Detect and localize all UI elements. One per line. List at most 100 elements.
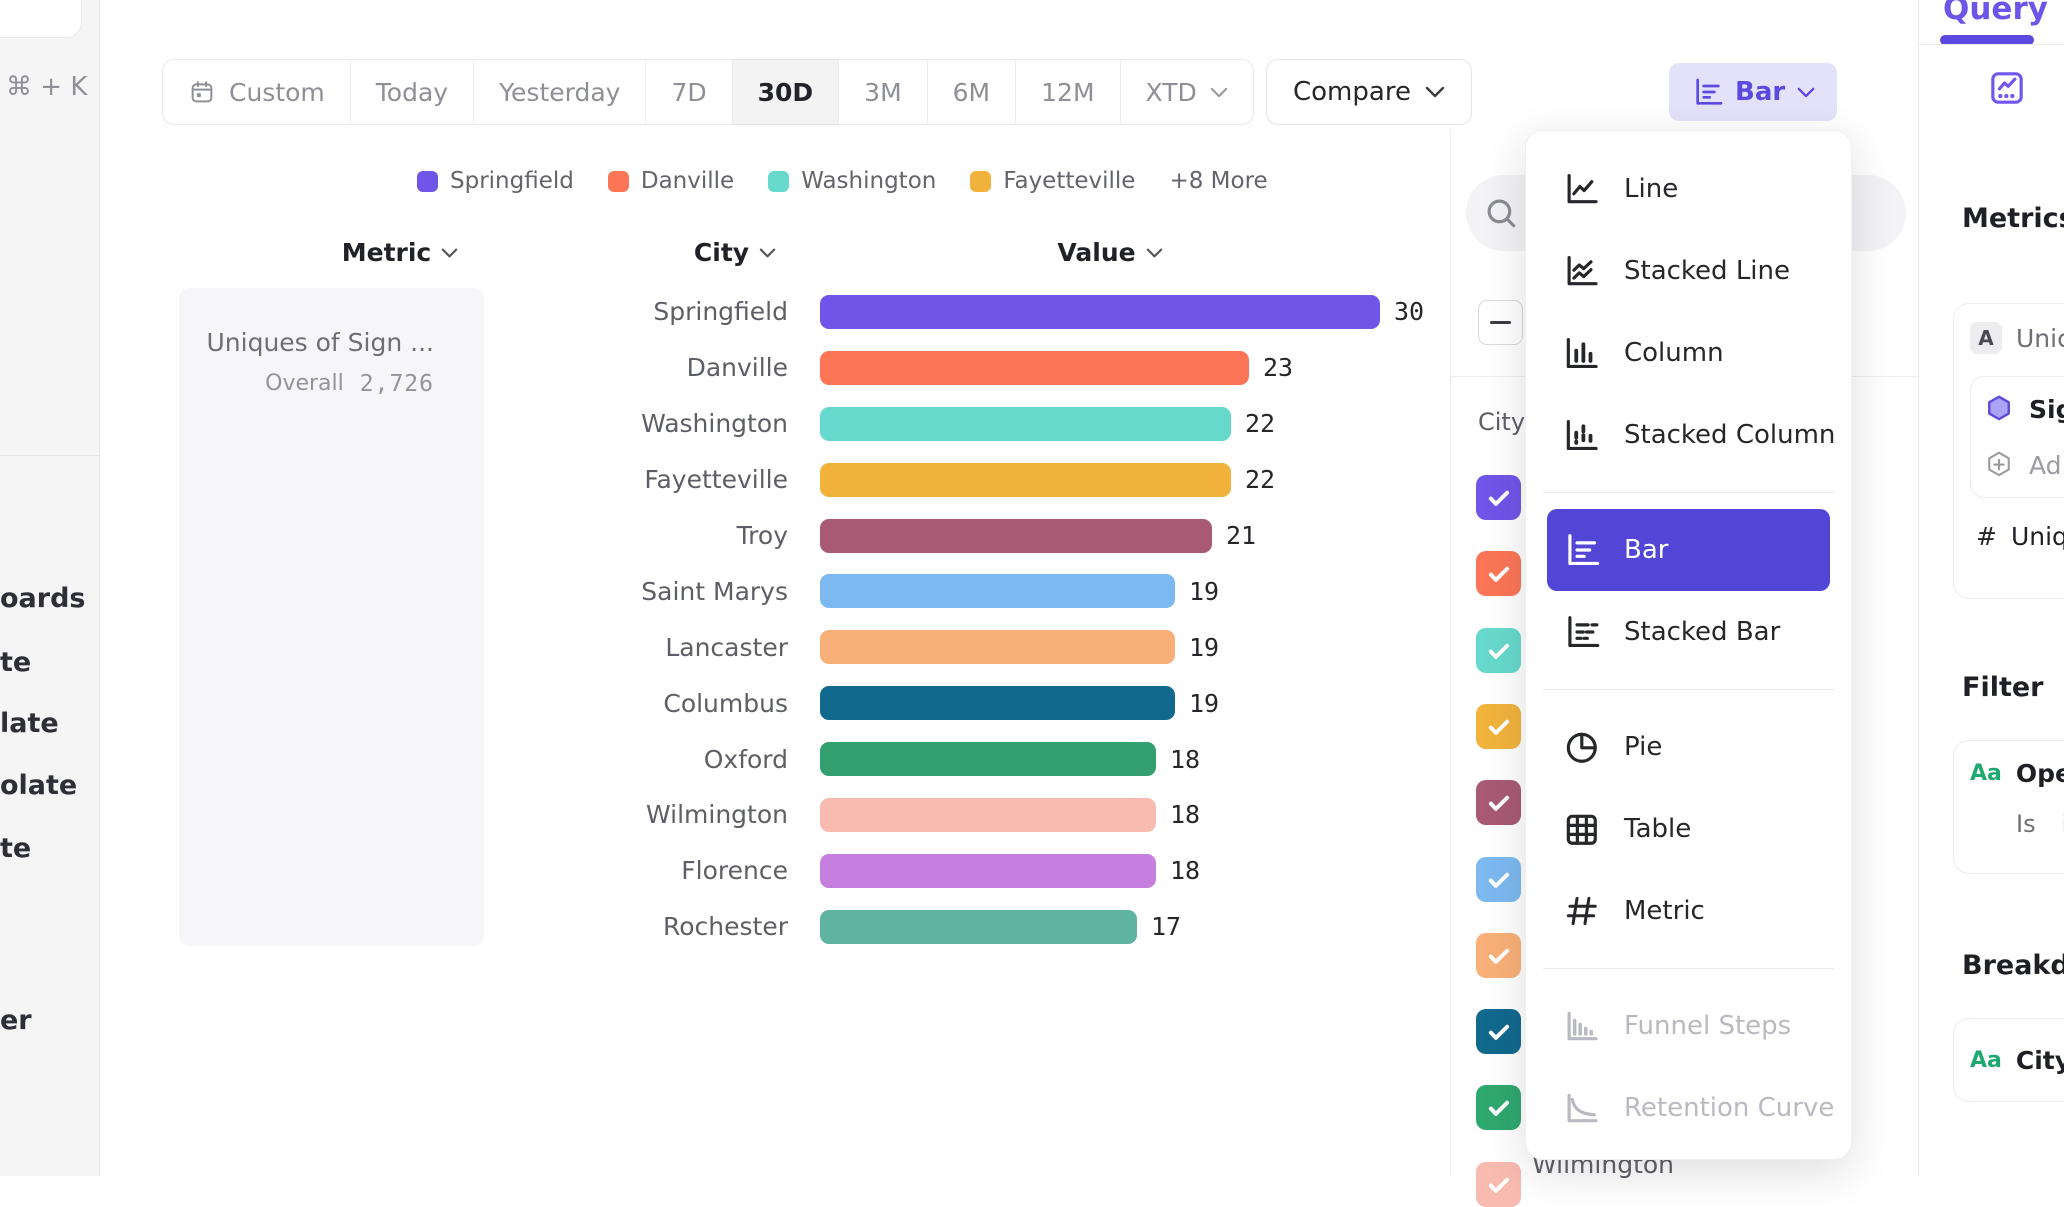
menu-item-label: Bar: [1624, 535, 1669, 565]
chart-type-button[interactable]: Bar: [1669, 63, 1838, 121]
bar-segment[interactable]: [820, 518, 1212, 553]
city-checkbox[interactable]: [1476, 1009, 1521, 1054]
bar-value: 19: [1189, 576, 1220, 606]
menu-item-line[interactable]: Line: [1547, 148, 1830, 230]
bar-segment[interactable]: [820, 630, 1175, 665]
bar-category-label: Columbus: [663, 688, 788, 718]
city-checkbox[interactable]: [1476, 1162, 1521, 1207]
bar-value: 18: [1170, 744, 1201, 774]
legend-label: Fayetteville: [1003, 168, 1136, 194]
menu-item-label: Table: [1624, 814, 1692, 844]
menu-item-bar[interactable]: Bar: [1547, 509, 1830, 591]
legend-item[interactable]: Springfield: [417, 168, 574, 194]
column-header-city[interactable]: City: [660, 238, 810, 267]
bar-category-label: Wilmington: [645, 800, 788, 830]
check-icon: [1484, 1093, 1514, 1123]
filter-operator[interactable]: Is: [2016, 810, 2036, 838]
city-checkbox[interactable]: [1476, 628, 1521, 673]
city-checkbox[interactable]: [1476, 933, 1521, 978]
date-range-label: Custom: [229, 77, 325, 107]
chart-preview-icon[interactable]: [1987, 68, 2027, 108]
date-range-6m[interactable]: 6M: [928, 60, 1017, 124]
sidebar-item-truncated[interactable]: late: [0, 708, 59, 739]
breakdown-card[interactable]: Aa City: [1953, 1018, 2064, 1102]
bar-segment[interactable]: [820, 909, 1137, 944]
check-icon: [1484, 865, 1514, 895]
legend-item[interactable]: Fayetteville: [970, 168, 1135, 194]
menu-divider: [1543, 689, 1834, 690]
city-checkbox[interactable]: [1476, 1085, 1521, 1130]
bar-segment[interactable]: [820, 574, 1175, 609]
bar-segment[interactable]: [820, 294, 1380, 329]
measure-label[interactable]: Uniqu: [2010, 522, 2064, 551]
menu-item-stacked-line[interactable]: Stacked Line: [1547, 230, 1830, 312]
menu-item-stacked-bar[interactable]: Stacked Bar: [1547, 591, 1830, 673]
date-range-today[interactable]: Today: [351, 60, 475, 124]
date-range-xtd[interactable]: XTD: [1121, 60, 1253, 124]
city-checkbox[interactable]: [1476, 551, 1521, 596]
legend-item[interactable]: Washington: [768, 168, 936, 194]
menu-item-column[interactable]: Column: [1547, 312, 1830, 394]
sidebar-item-truncated[interactable]: er: [0, 1005, 32, 1036]
compare-button[interactable]: Compare: [1266, 59, 1472, 125]
legend-more[interactable]: +8 More: [1169, 168, 1268, 194]
city-checkbox[interactable]: [1476, 780, 1521, 825]
sidebar-item-truncated[interactable]: olate: [0, 770, 78, 801]
menu-item-metric[interactable]: Metric: [1547, 870, 1830, 952]
event-card[interactable]: Sig Ad: [1970, 376, 2064, 498]
bar-category-label: Oxford: [703, 744, 788, 774]
city-checkbox[interactable]: [1476, 475, 1521, 520]
date-range-label: 30D: [757, 77, 814, 107]
add-event-label[interactable]: Ad: [2029, 450, 2062, 480]
filter-type-badge: Aa: [1970, 761, 2002, 786]
date-range-7d[interactable]: 7D: [646, 60, 733, 124]
sidebar-search-card: [0, 0, 82, 38]
column-header-metric[interactable]: Metric: [330, 238, 470, 267]
date-range-custom[interactable]: Custom: [163, 60, 351, 124]
menu-item-stacked-column[interactable]: Stacked Column: [1547, 394, 1835, 476]
bar-category-label: Lancaster: [665, 632, 788, 662]
sidebar-item-truncated[interactable]: te: [0, 833, 32, 864]
bar-category-label: Troy: [736, 521, 788, 550]
column-header-value[interactable]: Value: [1030, 238, 1190, 267]
legend-item[interactable]: Danville: [607, 168, 734, 194]
date-range-label: 3M: [864, 77, 902, 107]
date-range-3m[interactable]: 3M: [839, 60, 928, 124]
active-tab-indicator: [1940, 35, 2034, 45]
bar-segment[interactable]: [820, 853, 1156, 888]
add-event-icon: [1983, 449, 2015, 481]
bar-segment[interactable]: [820, 742, 1156, 777]
bar-segment[interactable]: [820, 686, 1175, 721]
bar-row: Troy 21: [480, 508, 1840, 564]
bar-segment[interactable]: [820, 350, 1249, 385]
filter-value[interactable]: i: [2062, 810, 2064, 838]
tab-query[interactable]: Query: [1943, 0, 2048, 27]
city-checkbox[interactable]: [1476, 857, 1521, 902]
legend-swatch: [768, 170, 790, 192]
menu-item-table[interactable]: Table: [1547, 788, 1830, 870]
metric-hash-icon: [1562, 892, 1600, 930]
metric-summary-card[interactable]: Uniques of Sign ... Overall 2,726: [179, 288, 484, 946]
menu-item-label: Stacked Bar: [1624, 617, 1781, 647]
date-range-30d[interactable]: 30D: [732, 60, 840, 124]
menu-item-pie[interactable]: Pie: [1547, 706, 1830, 788]
bar-segment[interactable]: [820, 462, 1231, 497]
bar-value: 22: [1245, 465, 1276, 495]
date-range-12m[interactable]: 12M: [1016, 60, 1121, 124]
bar-row: Wilmington 18: [480, 787, 1840, 843]
select-all-checkbox[interactable]: [1478, 300, 1523, 345]
date-range-label: Today: [375, 77, 449, 107]
date-range-label: Yesterday: [499, 77, 621, 107]
city-checkbox[interactable]: [1476, 704, 1521, 749]
metric-definition-card[interactable]: A Unic Sig Ad # Uniqu: [1953, 303, 2064, 599]
sidebar-item-truncated[interactable]: te: [0, 647, 32, 678]
date-range-yesterday[interactable]: Yesterday: [474, 60, 647, 124]
sidebar-item-truncated[interactable]: oards: [0, 583, 86, 614]
date-range-label: 7D: [671, 77, 707, 107]
city-header-label: City: [693, 238, 750, 267]
breakdown-heading: Breakdo: [1962, 950, 2064, 981]
bar-segment[interactable]: [820, 797, 1156, 832]
chart-legend: Springfield Danville Washington Fayettevill…: [417, 168, 1268, 194]
filter-card[interactable]: Aa Ope Is i: [1953, 740, 2064, 874]
bar-segment[interactable]: [820, 406, 1231, 441]
